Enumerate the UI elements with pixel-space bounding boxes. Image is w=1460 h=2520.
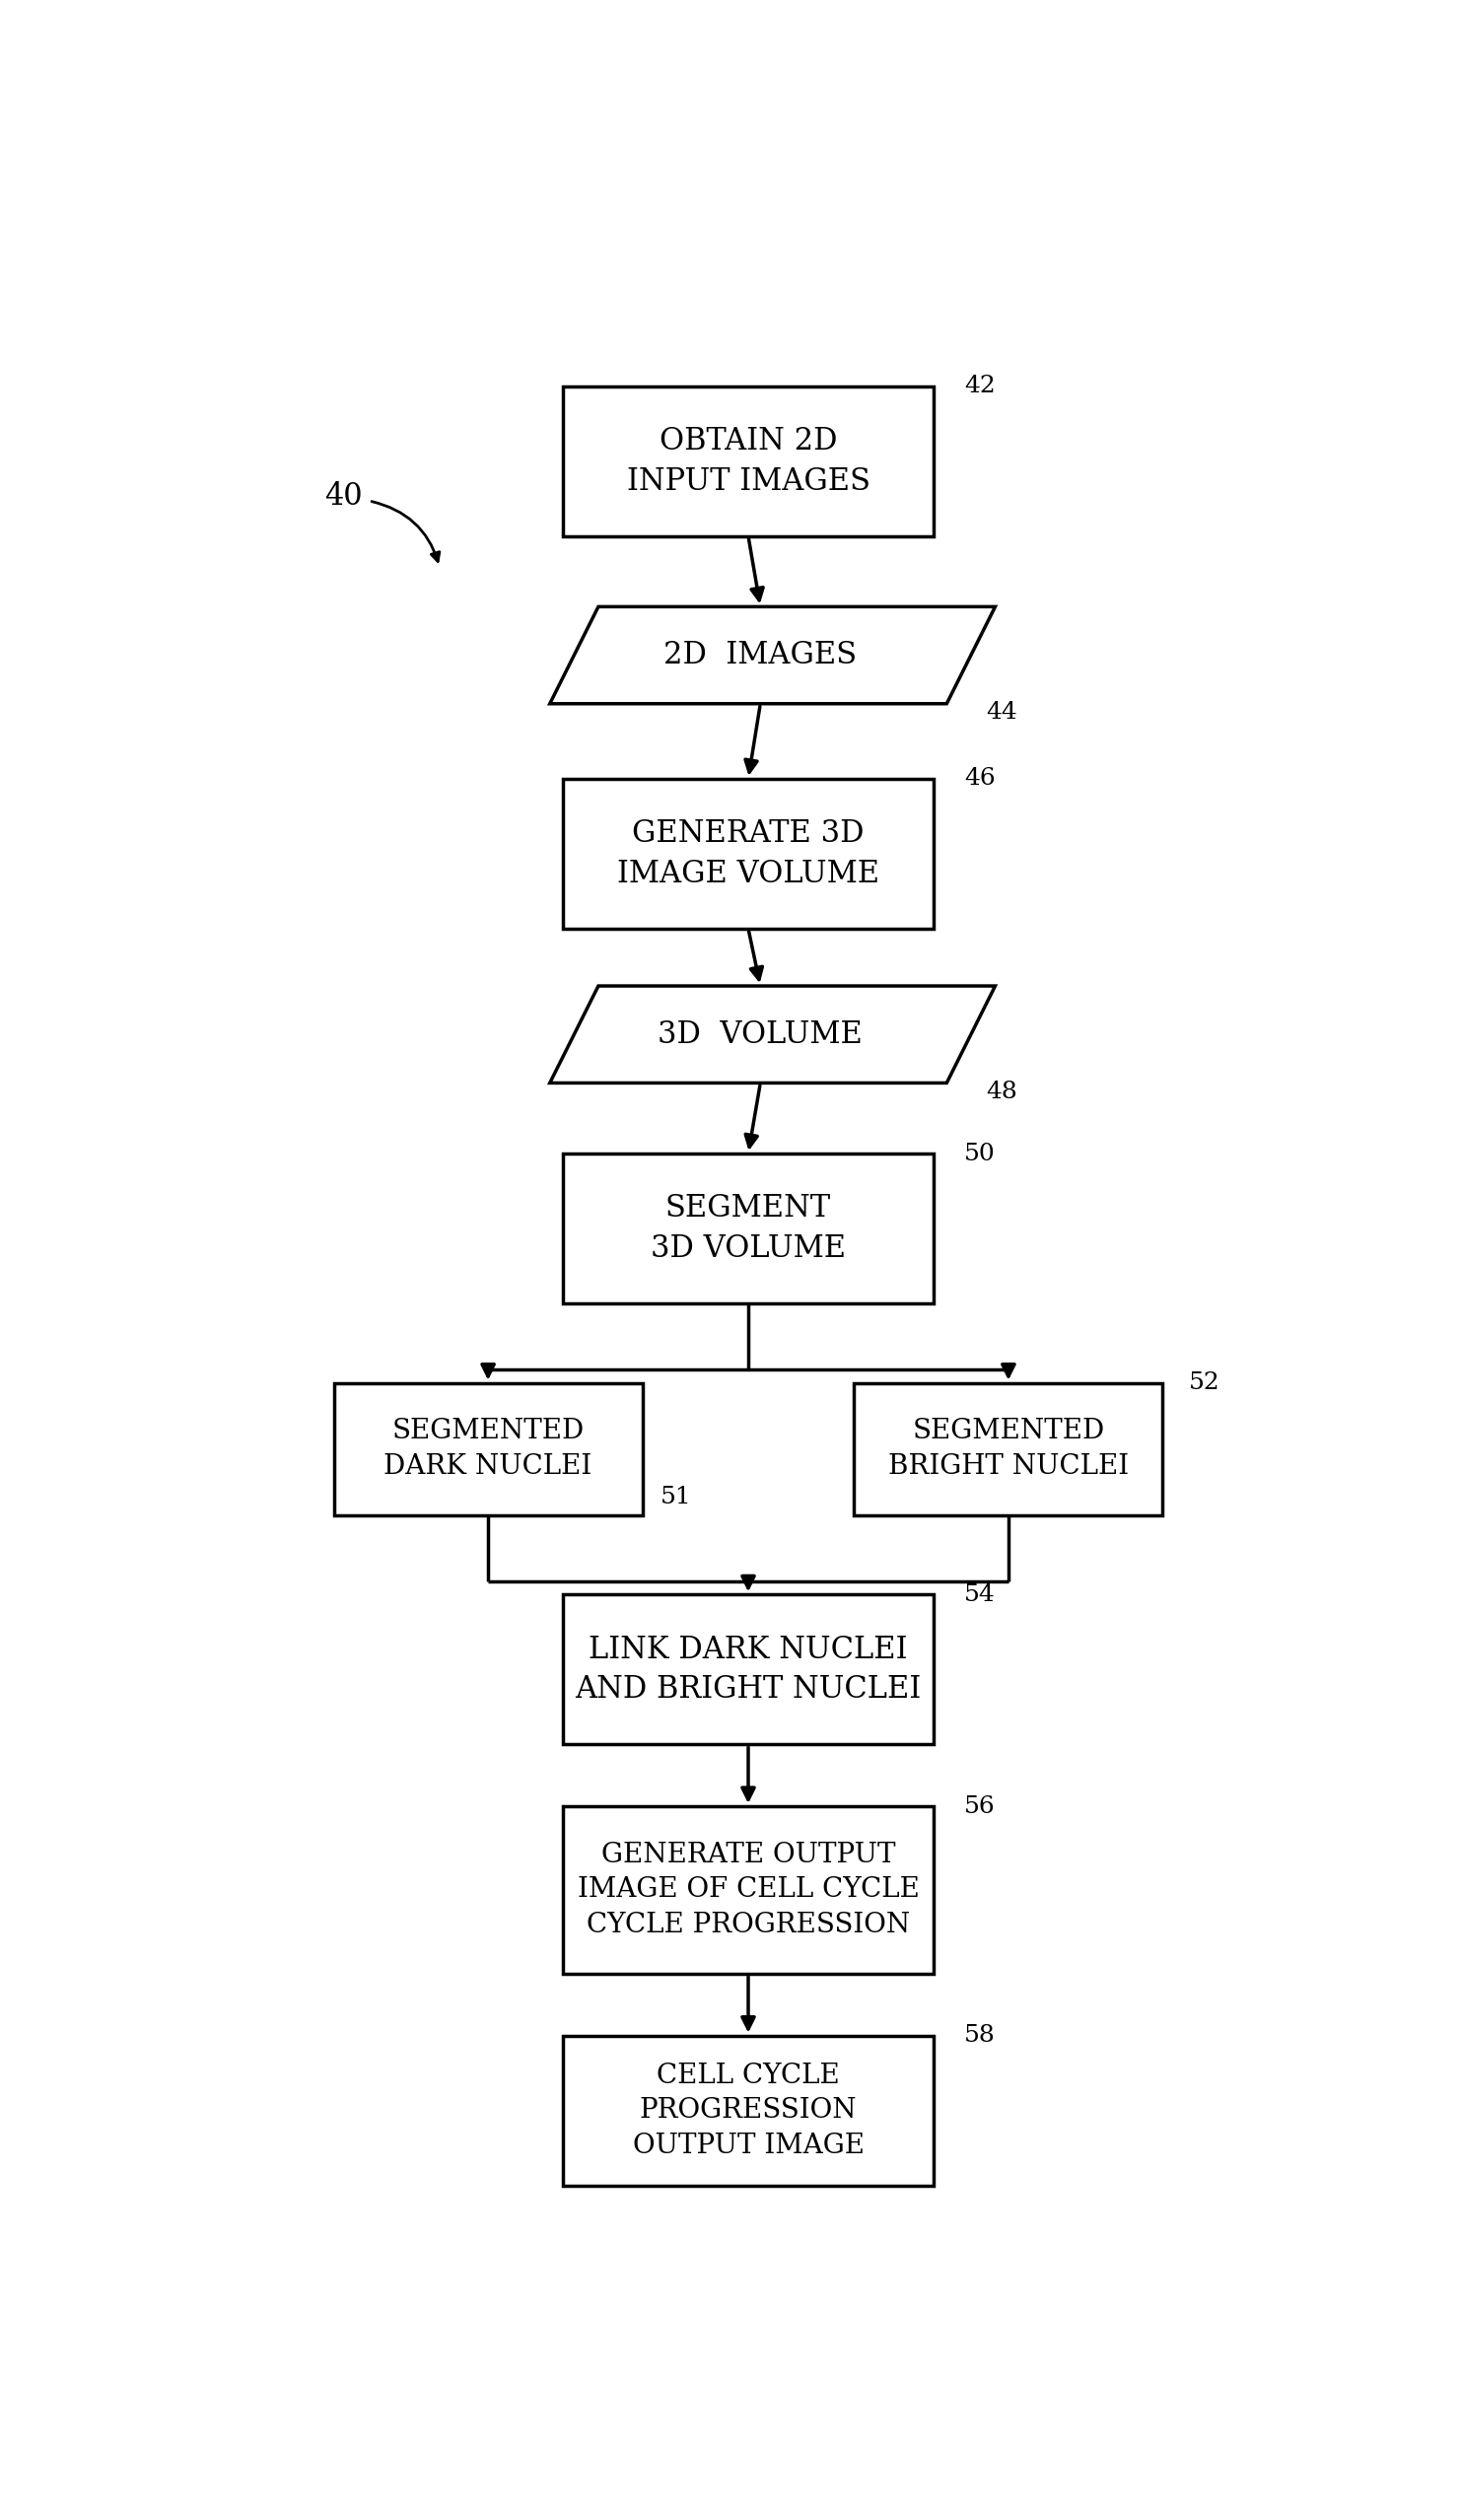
Text: 58: 58 bbox=[964, 2024, 996, 2046]
Polygon shape bbox=[564, 1154, 933, 1303]
Text: 3D  VOLUME: 3D VOLUME bbox=[658, 1018, 863, 1051]
Text: 56: 56 bbox=[964, 1794, 996, 1817]
Text: 50: 50 bbox=[964, 1142, 996, 1164]
Polygon shape bbox=[334, 1383, 642, 1515]
Text: 2D  IMAGES: 2D IMAGES bbox=[664, 640, 857, 670]
Text: SEGMENTED
DARK NUCLEI: SEGMENTED DARK NUCLEI bbox=[384, 1419, 593, 1479]
Polygon shape bbox=[564, 2036, 933, 2185]
Polygon shape bbox=[564, 779, 933, 927]
Text: GENERATE 3D
IMAGE VOLUME: GENERATE 3D IMAGE VOLUME bbox=[618, 819, 879, 890]
Text: 54: 54 bbox=[964, 1583, 996, 1605]
Text: 42: 42 bbox=[964, 375, 996, 398]
Text: 51: 51 bbox=[660, 1487, 691, 1509]
Polygon shape bbox=[854, 1383, 1162, 1515]
Text: GENERATE OUTPUT
IMAGE OF CELL CYCLE
CYCLE PROGRESSION: GENERATE OUTPUT IMAGE OF CELL CYCLE CYCL… bbox=[577, 1842, 920, 1938]
Text: 40: 40 bbox=[326, 481, 364, 512]
Text: SEGMENTED
BRIGHT NUCLEI: SEGMENTED BRIGHT NUCLEI bbox=[888, 1419, 1129, 1479]
Text: SEGMENT
3D VOLUME: SEGMENT 3D VOLUME bbox=[651, 1192, 845, 1265]
Text: OBTAIN 2D
INPUT IMAGES: OBTAIN 2D INPUT IMAGES bbox=[626, 426, 870, 496]
Polygon shape bbox=[550, 607, 996, 703]
Polygon shape bbox=[564, 386, 933, 537]
Polygon shape bbox=[550, 985, 996, 1084]
Text: 48: 48 bbox=[987, 1081, 1018, 1104]
Text: 44: 44 bbox=[987, 701, 1018, 723]
Text: LINK DARK NUCLEI
AND BRIGHT NUCLEI: LINK DARK NUCLEI AND BRIGHT NUCLEI bbox=[575, 1633, 921, 1706]
Text: 46: 46 bbox=[964, 769, 996, 789]
Polygon shape bbox=[564, 1807, 933, 1973]
Text: 52: 52 bbox=[1190, 1371, 1221, 1394]
Text: CELL CYCLE
PROGRESSION
OUTPUT IMAGE: CELL CYCLE PROGRESSION OUTPUT IMAGE bbox=[632, 2061, 864, 2160]
Polygon shape bbox=[564, 1595, 933, 1744]
